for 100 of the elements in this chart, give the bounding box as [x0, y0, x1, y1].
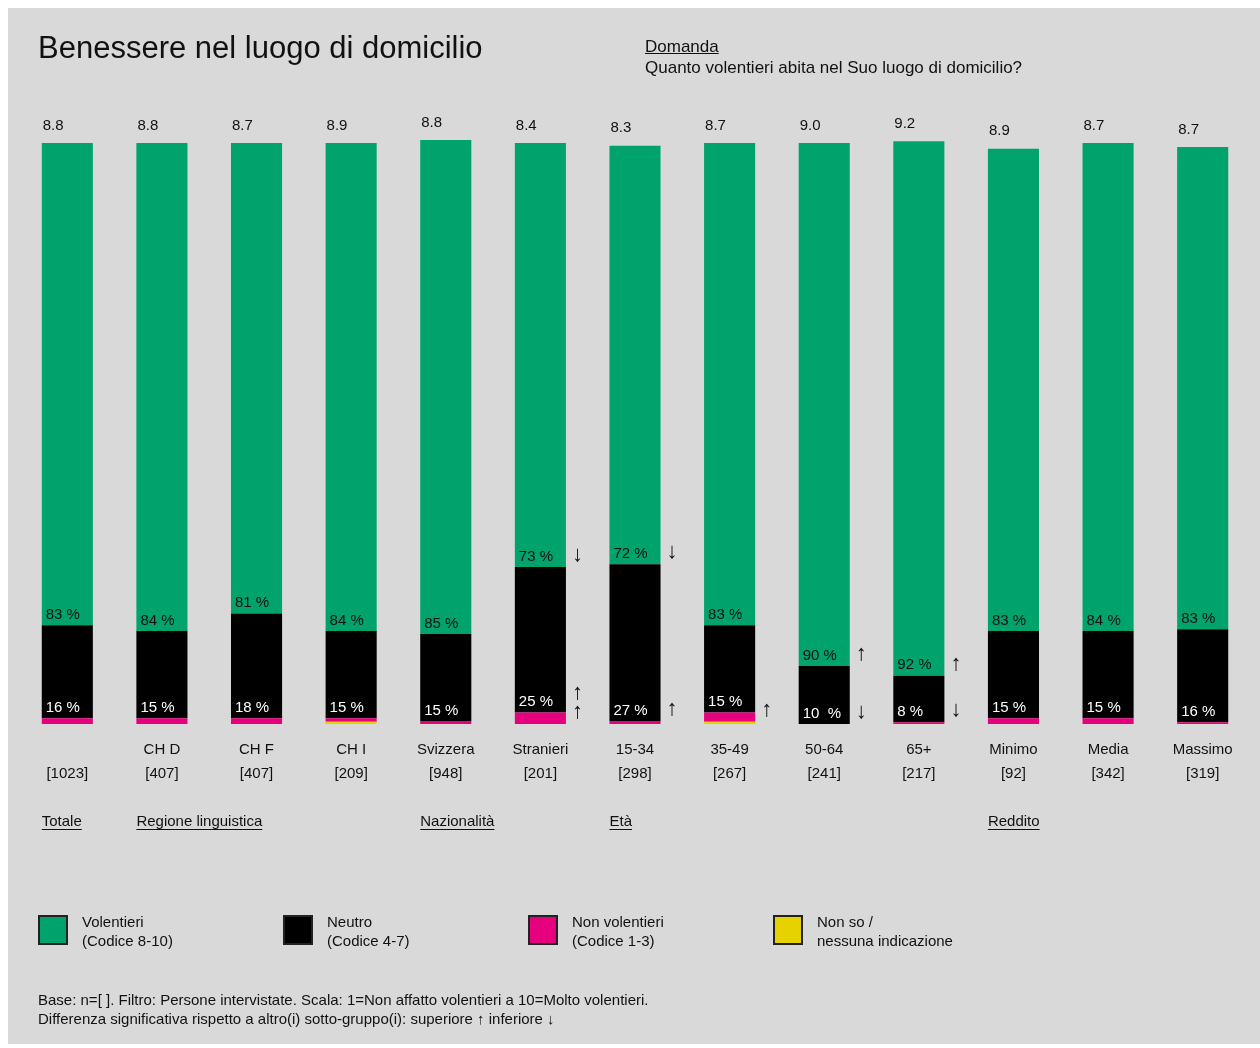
- bar: [798, 665, 850, 724]
- annotation: ↑: [666, 695, 678, 721]
- annotation: 8.7: [1178, 119, 1200, 137]
- text: Totale: [41, 812, 82, 829]
- bar: [230, 613, 283, 719]
- bar: [1177, 629, 1229, 723]
- text: Domanda: [645, 36, 720, 57]
- bar: [609, 564, 661, 722]
- bar: [420, 140, 472, 634]
- x-tick-label: [1023]: [46, 764, 89, 782]
- data-label: 16 %: [45, 697, 80, 715]
- data-label: 25 %: [518, 692, 554, 710]
- bar: [136, 631, 188, 719]
- bar: [420, 721, 472, 724]
- bar: [609, 721, 661, 724]
- annotation: 8.3: [610, 118, 632, 136]
- annotation: ↑: [761, 695, 773, 721]
- data-label: 15 %: [424, 700, 459, 718]
- bar: [230, 718, 283, 724]
- annotation: 8.7: [231, 115, 253, 133]
- data-label: 92 %: [897, 655, 932, 673]
- bar: [704, 142, 756, 626]
- data-label: 15 %: [1086, 697, 1121, 715]
- x-tick-label: 50-64 [241]: [805, 740, 844, 782]
- x-tick-label: 35-49 [267]: [710, 740, 749, 782]
- data-label: 72 %: [613, 543, 648, 561]
- annotation: ↑: [950, 649, 962, 675]
- bar: [136, 718, 188, 724]
- data-label: 73 %: [518, 546, 554, 564]
- text: Nazionalità: [420, 812, 496, 829]
- data-label: 15 %: [991, 697, 1027, 715]
- text: Differenza significativa rispetto a altro(i) sotto-gruppo(i): superiore ↑ inferiore ↓: [38, 1009, 556, 1028]
- annotation: 8.4: [515, 115, 537, 133]
- bar: [1082, 142, 1134, 632]
- data-label: 16 %: [1181, 701, 1216, 719]
- legend-label: Non volentieri (Codice 1-3): [572, 912, 664, 950]
- annotation: ↓: [666, 538, 678, 564]
- text: Età: [609, 812, 633, 829]
- data-label: 84 %: [1086, 610, 1121, 628]
- x-tick-label: Media [342]: [1087, 740, 1130, 782]
- x-tick-label: CH I [209]: [334, 740, 368, 782]
- bar: [136, 142, 188, 632]
- data-label: 18 %: [234, 697, 270, 715]
- bar: [609, 145, 661, 565]
- bar: [1082, 631, 1134, 719]
- data-label: 83 %: [1181, 608, 1216, 626]
- bar: [230, 142, 283, 614]
- bar: [41, 625, 93, 719]
- data-label: 83 %: [708, 604, 743, 622]
- data-label: 15 %: [329, 697, 364, 715]
- bar: [704, 712, 756, 722]
- legend-label: Neutro (Codice 4-7): [327, 912, 410, 950]
- annotation: ↑: [855, 639, 867, 665]
- data-label: 15 %: [140, 697, 175, 715]
- chart-title: Benessere nel luogo di domicilio: [38, 30, 483, 66]
- x-tick-label: Massimo [319]: [1172, 740, 1233, 782]
- x-tick-label: Stranieri [201]: [512, 740, 569, 782]
- data-label: 85 %: [424, 613, 459, 631]
- bar: [514, 712, 566, 724]
- annotation: 8.9: [988, 121, 1010, 139]
- bar: [1082, 718, 1134, 724]
- bar: [325, 631, 377, 719]
- x-tick-label: Svizzera [948]: [417, 740, 476, 782]
- legend-label: Non so / nessuna indicazione: [817, 912, 953, 950]
- bar: [987, 631, 1040, 719]
- annotation: ↓: [855, 698, 867, 724]
- x-tick-label: 15-34 [298]: [615, 740, 655, 782]
- annotation: 9.2: [894, 113, 916, 131]
- bar: [1177, 146, 1229, 630]
- bar: [798, 142, 850, 666]
- annotation: 8.7: [1083, 115, 1105, 133]
- annotation: 8.8: [421, 112, 443, 130]
- data-label: 8 %: [897, 701, 924, 719]
- x-tick-label: 65+ [217]: [902, 740, 936, 782]
- x-tick-label: CH F [407]: [239, 740, 275, 782]
- text: Reddito: [987, 812, 1040, 829]
- data-label: 84 %: [140, 610, 175, 628]
- bar: [325, 142, 377, 632]
- data-label: 83 %: [991, 610, 1027, 628]
- bar: [41, 718, 93, 724]
- data-label: 81 %: [234, 593, 270, 611]
- text: Regione linguistica: [136, 812, 263, 829]
- legend-label: Volentieri (Codice 8-10): [82, 912, 173, 950]
- chart-subtitle: Quanto volentieri abita nel Suo luogo di domicilio?: [645, 57, 1023, 78]
- bar: [987, 718, 1040, 724]
- annotation: 9.0: [799, 115, 821, 133]
- annotation: 8.8: [137, 115, 159, 133]
- annotation: 8.9: [326, 115, 348, 133]
- bar: [987, 148, 1040, 632]
- annotation: 8.8: [42, 115, 64, 133]
- data-label: 84 %: [329, 610, 364, 628]
- x-tick-label: CH D [407]: [143, 740, 181, 782]
- bar: [420, 633, 472, 722]
- bar: [514, 142, 566, 568]
- bar: [41, 142, 93, 626]
- bar: [704, 625, 756, 713]
- data-label: 15 %: [708, 692, 743, 710]
- bar: [514, 567, 566, 713]
- annotation: ↓: [571, 541, 583, 567]
- data-label: 10 %: [802, 703, 842, 721]
